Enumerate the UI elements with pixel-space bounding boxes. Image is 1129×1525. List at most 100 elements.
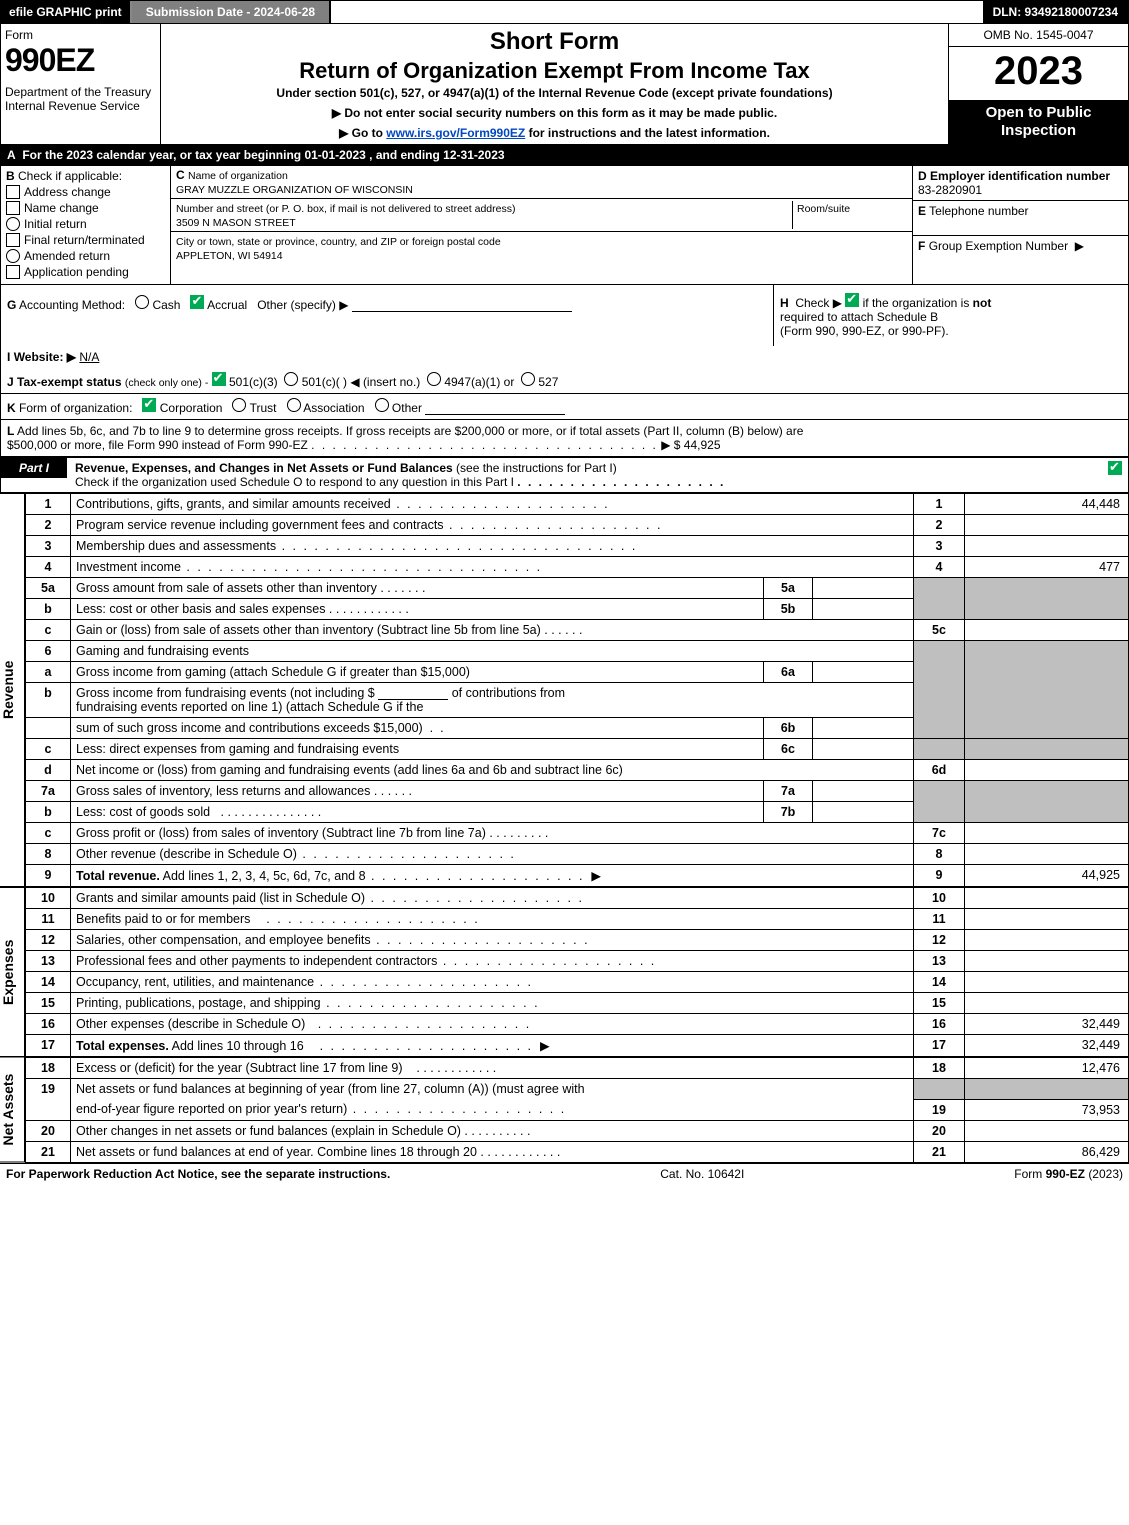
part-i-check	[1102, 458, 1128, 481]
efile-print-button[interactable]: efile GRAPHIC print	[1, 1, 132, 23]
checkbox-checked-icon[interactable]	[212, 372, 226, 386]
line-desc: Program service revenue including govern…	[76, 518, 444, 532]
checkbox-checked-icon[interactable]	[1108, 461, 1122, 475]
short-form-title: Short Form	[169, 28, 940, 56]
dots-icon	[366, 869, 585, 883]
mid-label: 5b	[764, 599, 813, 620]
checkbox-checked-icon[interactable]	[845, 293, 859, 307]
mid-value	[813, 802, 914, 823]
table-row: 6Gaming and fundraising events	[26, 641, 1129, 662]
radio-icon[interactable]	[232, 398, 246, 412]
h-line3: (Form 990, 990-EZ, or 990-PF).	[780, 324, 949, 338]
mid-label: 6a	[764, 662, 813, 683]
radio-icon[interactable]	[6, 217, 20, 231]
part-i-title: Revenue, Expenses, and Changes in Net As…	[75, 461, 453, 475]
irs-link[interactable]: www.irs.gov/Form990EZ	[386, 126, 525, 140]
warning-ssn: ▶ Do not enter social security numbers o…	[169, 106, 940, 120]
expenses-section: Expenses 10Grants and similar amounts pa…	[0, 887, 1129, 1057]
j-label: Tax-exempt status	[17, 375, 121, 389]
radio-icon[interactable]	[521, 372, 535, 386]
line-rnum: 12	[914, 930, 965, 951]
line-desc: Less: cost of goods sold	[76, 805, 210, 819]
radio-icon[interactable]	[427, 372, 441, 386]
line-rnum: 10	[914, 888, 965, 909]
line-desc: Printing, publications, postage, and shi…	[76, 996, 321, 1010]
f-label: Group Exemption Number	[929, 239, 1068, 253]
part-i-tab: Part I	[1, 458, 67, 478]
dots-icon	[517, 475, 725, 489]
line-rnum: 4	[914, 557, 965, 578]
line-value	[965, 620, 1129, 641]
omb-number: OMB No. 1545-0047	[949, 24, 1128, 47]
line-desc: Contributions, gifts, grants, and simila…	[76, 497, 391, 511]
revenue-section: Revenue 1Contributions, gifts, grants, a…	[0, 493, 1129, 887]
checkbox-checked-icon[interactable]	[142, 398, 156, 412]
l-text2: $500,000 or more, file Form 990 instead …	[7, 438, 308, 452]
line-value	[965, 888, 1129, 909]
line-rnum: 13	[914, 951, 965, 972]
radio-icon[interactable]	[375, 398, 389, 412]
b-opt-label: Name change	[24, 201, 99, 215]
section-k: K Form of organization: Corporation Trus…	[0, 394, 1129, 420]
section-i: I Website: ▶ N/A	[0, 346, 1129, 368]
mid-value	[813, 718, 914, 739]
g-other-input[interactable]	[352, 299, 572, 312]
checkbox-checked-icon[interactable]	[190, 295, 204, 309]
c-street-label: Number and street (or P. O. box, if mail…	[176, 203, 515, 215]
checkbox-icon[interactable]	[6, 265, 20, 279]
table-row: 16Other expenses (describe in Schedule O…	[26, 1014, 1129, 1035]
l-text1: Add lines 5b, 6c, and 7b to line 9 to de…	[17, 424, 803, 438]
line-rnum: 11	[914, 909, 965, 930]
b-initial-return[interactable]: Initial return	[6, 217, 165, 231]
line-desc: Net assets or fund balances at end of ye…	[76, 1145, 477, 1159]
line-desc: Gross sales of inventory, less returns a…	[76, 784, 370, 798]
dots-icon	[365, 891, 584, 905]
line-value	[965, 844, 1129, 865]
mid-value	[813, 578, 914, 599]
line-rnum: 2	[914, 515, 965, 536]
radio-icon[interactable]	[287, 398, 301, 412]
b-address-change[interactable]: Address change	[6, 185, 165, 199]
line-value	[965, 909, 1129, 930]
checkbox-icon[interactable]	[6, 233, 20, 247]
checkbox-icon[interactable]	[6, 185, 20, 199]
radio-icon[interactable]	[284, 372, 298, 386]
b-name-change[interactable]: Name change	[6, 201, 165, 215]
header-center: Short Form Return of Organization Exempt…	[161, 24, 948, 144]
line-desc: Gross profit or (loss) from sales of inv…	[76, 826, 486, 840]
line-rnum: 18	[914, 1058, 965, 1079]
b-application-pending[interactable]: Application pending	[6, 265, 165, 279]
mid-label: 7a	[764, 781, 813, 802]
checkbox-icon[interactable]	[6, 201, 20, 215]
footer-right: Form 990-EZ (2023)	[1014, 1167, 1123, 1181]
j-opt3: 4947(a)(1) or	[444, 375, 514, 389]
line-desc: Add lines 1, 2, 3, 4, 5c, 6d, 7c, and 8	[160, 869, 366, 883]
line-desc: Less: cost or other basis and sales expe…	[76, 602, 325, 616]
c-city-label: City or town, state or province, country…	[176, 236, 501, 248]
mid-value	[813, 739, 914, 760]
table-row: 11Benefits paid to or for members 11	[26, 909, 1129, 930]
line-desc: Gain or (loss) from sale of assets other…	[76, 623, 541, 637]
j-opt2: 501(c)( ) ◀ (insert no.)	[302, 375, 421, 389]
line-rnum: 14	[914, 972, 965, 993]
line-rnum: 9	[914, 865, 965, 887]
goto-link-line: ▶ Go to www.irs.gov/Form990EZ for instru…	[169, 126, 940, 140]
i-label: Website: ▶	[14, 350, 76, 364]
b-amended-return[interactable]: Amended return	[6, 249, 165, 263]
i-website-value: N/A	[79, 350, 99, 364]
b-opt-label: Initial return	[24, 217, 87, 231]
table-row: 19Net assets or fund balances at beginni…	[26, 1079, 1129, 1100]
goto-post: for instructions and the latest informat…	[529, 126, 770, 140]
k-other-input[interactable]	[425, 402, 565, 415]
line-desc-bold: Total expenses.	[76, 1039, 169, 1053]
6b-amount-input[interactable]	[378, 687, 448, 700]
table-row: cLess: direct expenses from gaming and f…	[26, 739, 1129, 760]
line-desc: Gross income from gaming (attach Schedul…	[76, 665, 470, 679]
letter-i: I	[7, 350, 10, 364]
l-amount: $ 44,925	[674, 438, 721, 452]
b-opt-label: Application pending	[24, 265, 129, 279]
radio-icon[interactable]	[135, 295, 149, 309]
radio-icon[interactable]	[6, 249, 20, 263]
b-final-return[interactable]: Final return/terminated	[6, 233, 165, 247]
dots-icon	[261, 912, 480, 926]
